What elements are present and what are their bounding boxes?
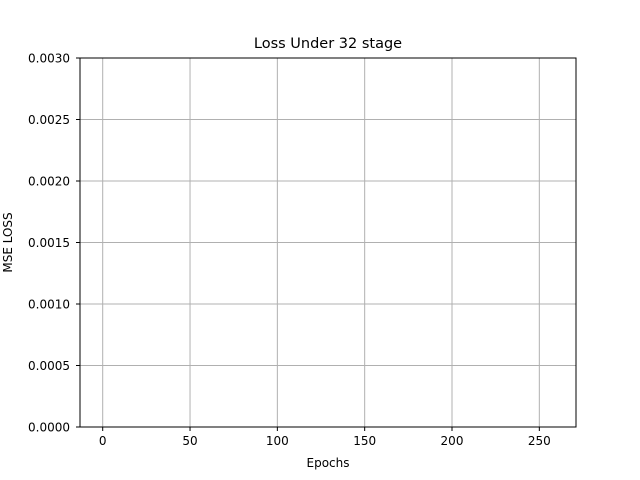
y-tick-label: 0.0000 [28, 421, 70, 435]
x-tick-label: 0 [99, 434, 107, 448]
x-tick-label: 50 [182, 434, 197, 448]
x-tick-label: 200 [441, 434, 464, 448]
x-axis-ticks: 0 50 100 150 200 250 [99, 427, 551, 448]
y-axis-label: MSE LOSS [1, 212, 15, 272]
x-tick-label: 150 [353, 434, 376, 448]
y-axis-ticks: 0.0000 0.0005 0.0010 0.0015 0.0020 0.0025 0.00… [28, 52, 80, 435]
y-tick-label: 0.0005 [28, 359, 70, 373]
x-tick-label: 250 [528, 434, 551, 448]
x-axis-label: Epochs [307, 456, 350, 470]
chart-title: Loss Under 32 stage [254, 36, 402, 52]
y-tick-label: 0.0025 [28, 113, 70, 127]
y-tick-label: 0.0010 [28, 298, 70, 312]
y-tick-label: 0.0030 [28, 52, 70, 66]
x-tick-label: 100 [266, 434, 289, 448]
y-tick-label: 0.0015 [28, 236, 70, 250]
y-tick-label: 0.0020 [28, 175, 70, 189]
